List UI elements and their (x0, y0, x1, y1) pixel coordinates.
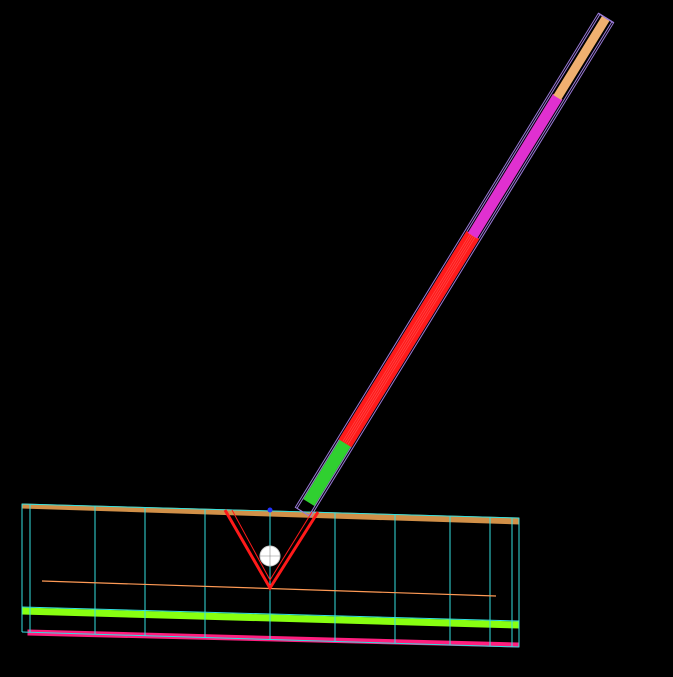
tank-bottom-edge (21, 631, 520, 648)
rod-lower-segment (303, 439, 352, 506)
rod-tip-segment (553, 15, 611, 100)
v-shaped-lines (223, 509, 320, 591)
rod-stripe (344, 234, 473, 443)
markers (259, 507, 281, 567)
rod-middle-segment (338, 231, 480, 448)
rod-end-cap (597, 12, 615, 24)
tank-wireframe (21, 503, 520, 648)
rod-stripe (342, 233, 471, 442)
rod-stripe (347, 236, 476, 445)
diagonal-rod (294, 12, 615, 518)
rod-upper-segment (467, 93, 563, 239)
rod-stripe (346, 235, 474, 444)
v-line (223, 509, 320, 591)
v-line-inner (231, 509, 313, 581)
vertex-marker (267, 507, 273, 513)
